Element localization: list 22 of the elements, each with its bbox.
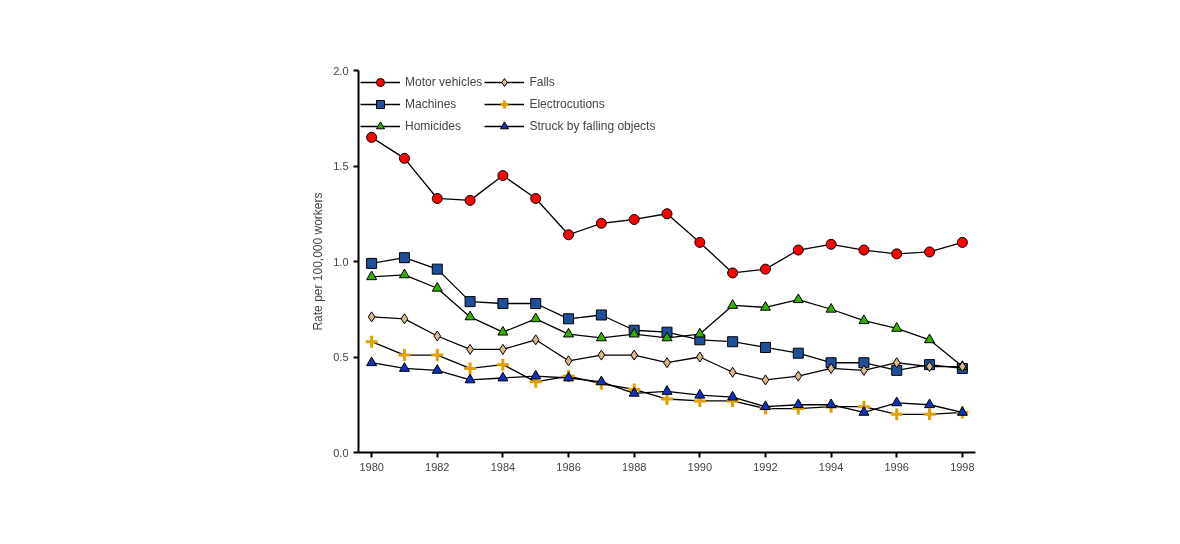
x-tick-label: 1984	[490, 460, 516, 473]
y-tick-label: 0.0	[333, 446, 349, 459]
x-tick-label: 1992	[753, 460, 778, 473]
legend-label: Struck by falling objects	[529, 119, 656, 133]
legend-label: Motor vehicles	[405, 75, 483, 89]
x-tick-label: 1994	[818, 460, 844, 473]
y-axis-title: Rate per 100,000 workers	[311, 192, 326, 331]
y-tick-label: 2.0	[333, 64, 349, 77]
x-tick-label: 1998	[950, 460, 975, 473]
y-tick-label: 1.0	[333, 255, 349, 268]
y-tick-label: 1.5	[333, 160, 349, 172]
x-tick-label: 1990	[687, 460, 713, 473]
legend-label: Electrocutions	[529, 97, 605, 111]
x-tick-label: 1988	[621, 460, 647, 473]
x-tick-label: 1982	[425, 460, 450, 473]
legend-label: Homicides	[405, 119, 462, 133]
y-tick-label: 0.5	[333, 351, 349, 363]
legend-label: Falls	[529, 75, 555, 89]
legend-label: Machines	[405, 97, 457, 111]
x-tick-label: 1980	[359, 460, 384, 473]
x-tick-label: 1986	[556, 460, 581, 473]
x-tick-label: 1996	[884, 460, 909, 473]
